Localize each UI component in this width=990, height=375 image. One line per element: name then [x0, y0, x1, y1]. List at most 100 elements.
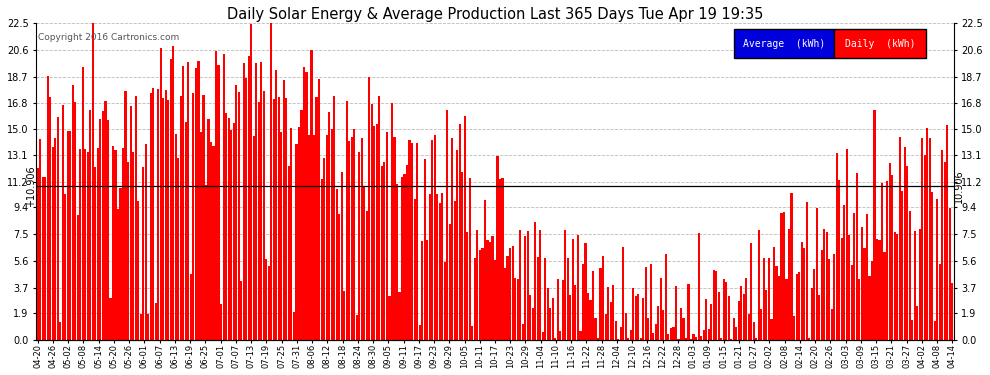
Bar: [117, 209, 119, 340]
Bar: [821, 251, 823, 340]
Bar: [594, 318, 597, 340]
Bar: [182, 66, 184, 340]
Bar: [143, 167, 145, 340]
Bar: [137, 201, 140, 340]
Bar: [529, 295, 532, 340]
Bar: [252, 136, 254, 340]
Bar: [855, 174, 858, 340]
Bar: [358, 152, 360, 340]
Bar: [670, 328, 672, 340]
Bar: [861, 227, 863, 340]
Bar: [167, 100, 169, 340]
Bar: [929, 138, 931, 340]
Bar: [280, 132, 282, 340]
Bar: [564, 230, 566, 340]
Bar: [50, 97, 51, 340]
Bar: [757, 230, 760, 340]
Bar: [826, 232, 828, 340]
Bar: [208, 119, 210, 340]
Bar: [463, 116, 466, 340]
Bar: [326, 135, 328, 340]
Bar: [162, 98, 164, 340]
Bar: [692, 334, 695, 340]
Bar: [107, 120, 109, 340]
Bar: [783, 212, 785, 340]
Bar: [627, 339, 630, 340]
Bar: [39, 140, 42, 340]
Bar: [690, 339, 692, 340]
Bar: [187, 62, 189, 340]
Bar: [866, 214, 868, 340]
Bar: [602, 256, 604, 340]
Bar: [502, 178, 504, 340]
Bar: [519, 230, 521, 340]
Bar: [850, 265, 853, 340]
Bar: [507, 256, 509, 340]
Bar: [542, 332, 544, 340]
Bar: [540, 230, 542, 340]
Bar: [886, 181, 888, 340]
Bar: [388, 297, 390, 340]
Bar: [589, 300, 592, 340]
Bar: [742, 294, 744, 340]
Bar: [439, 203, 441, 340]
Bar: [215, 51, 217, 340]
Bar: [796, 274, 798, 340]
Bar: [406, 165, 408, 340]
Bar: [278, 97, 280, 340]
Bar: [341, 172, 343, 340]
Bar: [768, 258, 770, 340]
Bar: [233, 123, 235, 340]
Bar: [238, 92, 240, 340]
Bar: [544, 258, 546, 340]
Bar: [451, 138, 453, 340]
Bar: [587, 293, 589, 340]
Bar: [894, 232, 896, 340]
Bar: [625, 313, 627, 340]
Bar: [104, 101, 107, 340]
Bar: [841, 238, 842, 340]
Bar: [808, 338, 810, 340]
Bar: [453, 201, 455, 340]
Bar: [567, 258, 569, 340]
Bar: [577, 235, 579, 340]
Bar: [644, 267, 646, 340]
Bar: [429, 194, 431, 340]
Bar: [311, 51, 313, 340]
Bar: [934, 321, 936, 340]
Bar: [260, 62, 262, 340]
Bar: [916, 306, 919, 340]
Bar: [579, 331, 581, 340]
Bar: [891, 176, 893, 340]
Bar: [535, 222, 537, 340]
FancyBboxPatch shape: [835, 30, 927, 58]
Bar: [220, 304, 222, 340]
Bar: [130, 106, 132, 340]
Bar: [265, 259, 267, 340]
Bar: [250, 24, 252, 340]
Bar: [494, 260, 496, 340]
Bar: [654, 324, 657, 340]
Bar: [175, 134, 177, 340]
Bar: [391, 103, 393, 340]
Bar: [798, 272, 800, 340]
Bar: [378, 96, 380, 340]
Bar: [640, 339, 642, 340]
Bar: [122, 148, 124, 340]
Bar: [120, 188, 122, 340]
Bar: [61, 105, 63, 340]
Bar: [218, 65, 220, 340]
Bar: [765, 290, 767, 340]
Bar: [738, 301, 740, 340]
Text: Copyright 2016 Cartronics.com: Copyright 2016 Cartronics.com: [39, 33, 179, 42]
Bar: [486, 240, 488, 340]
Bar: [267, 266, 270, 340]
Bar: [469, 178, 471, 340]
Bar: [574, 285, 576, 340]
Bar: [720, 338, 723, 340]
Bar: [728, 296, 730, 340]
Bar: [680, 308, 682, 340]
Bar: [308, 135, 310, 340]
Bar: [883, 252, 886, 340]
Bar: [448, 224, 450, 340]
